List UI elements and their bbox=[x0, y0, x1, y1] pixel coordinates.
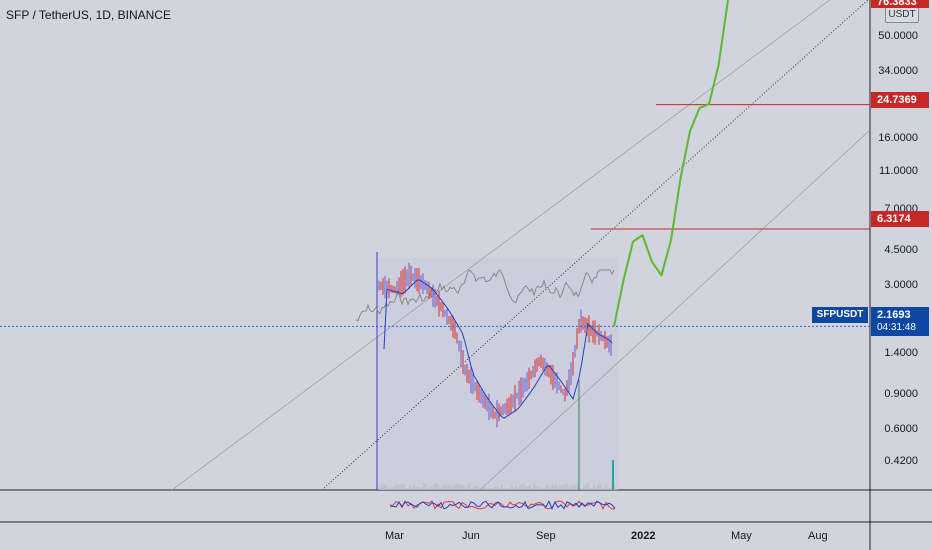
time-label: 2022 bbox=[631, 530, 656, 542]
current-price-tag: 2.1693 bbox=[871, 307, 929, 323]
chart-title: SFP / TetherUS, 1D, BINANCE bbox=[6, 8, 171, 22]
indicator-red-line bbox=[389, 499, 616, 510]
indicator-blue-line bbox=[389, 500, 616, 511]
time-label: Sep bbox=[536, 530, 556, 542]
price-tick: 0.6000 bbox=[884, 423, 918, 435]
countdown-tag: 04:31:48 bbox=[871, 320, 929, 336]
range-shade bbox=[378, 258, 618, 490]
currency-label[interactable]: USDT bbox=[885, 7, 919, 23]
price-tick: 11.0000 bbox=[879, 165, 918, 177]
resistance-price-tag: 24.7369 bbox=[871, 92, 929, 108]
top-price-tag: 76.3833 bbox=[871, 0, 929, 8]
projection-curve bbox=[613, 0, 729, 327]
moving-average-line bbox=[383, 279, 613, 419]
channel-upper-line bbox=[171, 0, 831, 491]
trendline-dotted bbox=[321, 0, 869, 491]
price-tick: 4.5000 bbox=[884, 244, 918, 256]
price-tick: 50.0000 bbox=[878, 30, 918, 42]
symbol-tag: SFPUSDT bbox=[812, 307, 868, 323]
time-label: Mar bbox=[385, 530, 404, 542]
price-tick: 34.0000 bbox=[878, 65, 918, 77]
price-tick: 1.4000 bbox=[884, 347, 918, 359]
price-tick: 0.9000 bbox=[884, 388, 918, 400]
price-tick: 16.0000 bbox=[878, 132, 918, 144]
channel-lower-line bbox=[479, 129, 871, 491]
time-label: May bbox=[731, 530, 752, 542]
price-tick: 0.4200 bbox=[884, 455, 918, 467]
support-price-tag: 6.3174 bbox=[871, 211, 929, 227]
price-axis-pane bbox=[870, 0, 932, 550]
time-label: Jun bbox=[462, 530, 480, 542]
price-tick: 3.0000 bbox=[884, 279, 918, 291]
time-label: Aug bbox=[808, 530, 828, 542]
